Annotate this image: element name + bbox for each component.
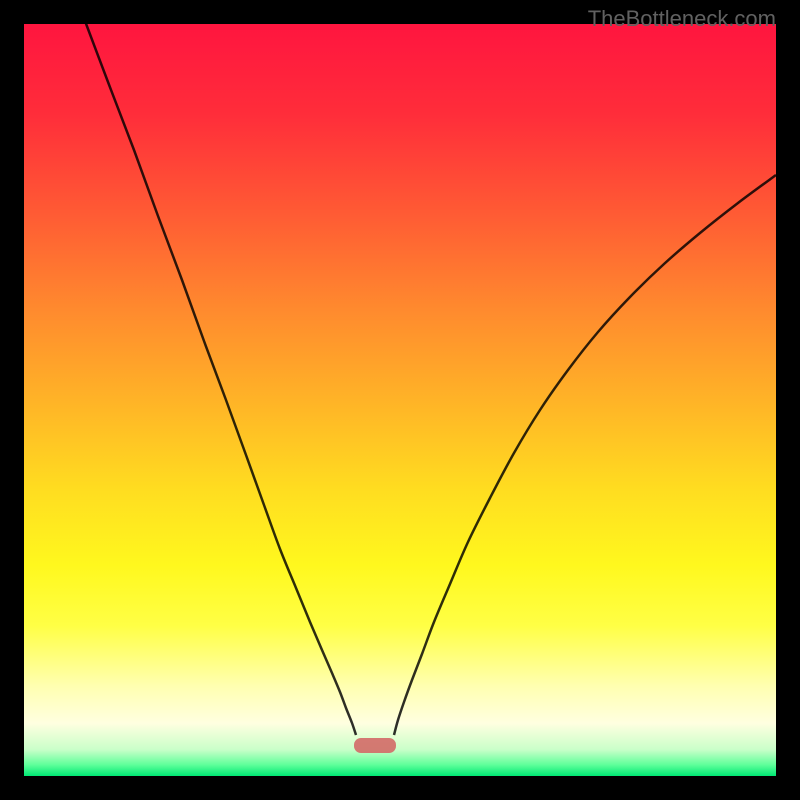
bottleneck-plot bbox=[0, 0, 800, 800]
gradient-background bbox=[24, 24, 776, 776]
chart-frame: TheBottleneck.com bbox=[0, 0, 800, 800]
watermark-text: TheBottleneck.com bbox=[588, 6, 776, 32]
optimal-marker bbox=[354, 738, 396, 753]
